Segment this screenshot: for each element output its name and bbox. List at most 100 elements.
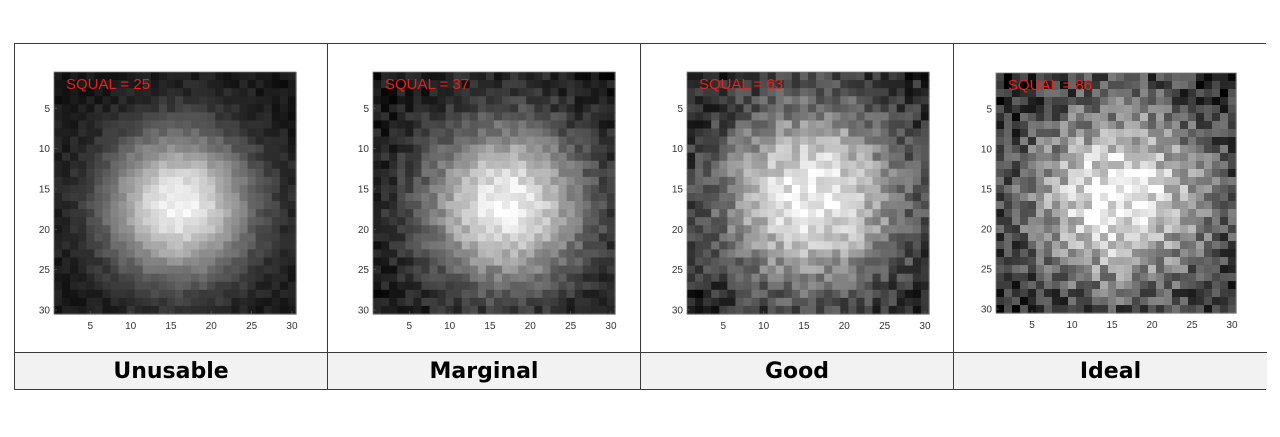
heatmap-cell: [896, 289, 906, 299]
heatmap-cell: [832, 184, 841, 194]
heatmap-cell: [799, 257, 809, 267]
heatmap-cell: [381, 225, 390, 234]
heatmap-cell: [598, 249, 608, 259]
heatmap-cell: [118, 193, 128, 202]
heatmap-cell: [271, 136, 281, 146]
heatmap-cell: [239, 168, 249, 178]
heatmap-cell: [1164, 289, 1173, 298]
heatmap-cell: [840, 225, 849, 234]
heatmap-cell: [373, 209, 382, 218]
heatmap-cell: [695, 305, 704, 315]
heatmap-cell: [791, 241, 801, 251]
heatmap-cell: [775, 120, 785, 130]
heatmap-cell: [175, 96, 184, 105]
heatmap-cell: [1204, 73, 1213, 82]
heatmap-cell: [70, 209, 79, 218]
heatmap-cell: [239, 184, 249, 194]
heatmap-cell: [1092, 105, 1101, 114]
heatmap-cell: [534, 217, 543, 226]
heatmap-cell: [247, 217, 257, 226]
heatmap-cell: [775, 217, 785, 226]
heatmap-cell: [735, 201, 745, 210]
heatmap-cell: [510, 249, 519, 259]
heatmap-cell: [1036, 81, 1045, 90]
heatmap-cell: [1084, 177, 1093, 186]
heatmap-cell: [94, 241, 103, 251]
heatmap-cell: [510, 72, 519, 81]
heatmap-cell: [904, 184, 914, 194]
heatmap-cell: [808, 233, 817, 242]
heatmap-cell: [808, 209, 817, 218]
heatmap-cell: [864, 128, 874, 138]
heatmap-cell: [86, 305, 95, 315]
heatmap-cell: [381, 297, 390, 307]
heatmap-cell: [904, 88, 914, 97]
heatmap-cell: [78, 289, 87, 299]
heatmap-cell: [816, 112, 825, 121]
heatmap-cell: [134, 72, 144, 81]
heatmap-cell: [775, 273, 785, 283]
heatmap-cell: [397, 305, 406, 315]
heatmap-cell: [150, 241, 160, 251]
heatmap-cell: [1156, 153, 1165, 162]
heatmap-cell: [134, 249, 144, 259]
heatmap-cell: [62, 184, 71, 194]
heatmap-cell: [783, 241, 793, 251]
heatmap-cell: [727, 305, 736, 315]
heatmap-cell: [1196, 177, 1205, 186]
heatmap-cell: [110, 241, 120, 251]
heatmap-cell: [494, 120, 503, 130]
heatmap-cell: [518, 281, 527, 291]
heatmap-cell: [735, 168, 745, 178]
heatmap-cell: [1076, 305, 1085, 314]
heatmap-cell: [864, 297, 874, 307]
heatmap-cell: [461, 176, 471, 186]
heatmap-cell: [719, 201, 728, 210]
heatmap-cell: [461, 225, 471, 234]
heatmap-cell: [437, 233, 447, 242]
heatmap-cell: [767, 88, 777, 97]
heatmap-cell: [816, 265, 825, 275]
heatmap-cell: [199, 241, 208, 251]
heatmap-cell: [94, 297, 103, 307]
heatmap-cell: [534, 257, 543, 267]
heatmap-cell: [767, 104, 777, 113]
heatmap-cell: [150, 265, 160, 275]
heatmap-cell: [62, 112, 71, 121]
heatmap-cell: [791, 265, 801, 275]
heatmap-cell: [199, 128, 208, 138]
heatmap-cell: [247, 209, 257, 218]
heatmap-cell: [126, 136, 136, 146]
heatmap-cell: [566, 281, 576, 291]
heatmap-cell: [207, 273, 216, 283]
heatmap-cell: [158, 289, 168, 299]
heatmap-cell: [263, 120, 273, 130]
heatmap-cell: [534, 144, 543, 154]
heatmap-cell: [888, 144, 898, 154]
heatmap-cell: [134, 225, 144, 234]
heatmap-cell: [703, 80, 712, 89]
heatmap-cell: [142, 80, 152, 89]
heatmap-cell: [1188, 97, 1197, 106]
heatmap-cell: [263, 160, 273, 170]
heatmap-cell: [1148, 113, 1157, 122]
heatmap-cell: [687, 273, 696, 283]
heatmap-cell: [582, 201, 592, 210]
heatmap-cell: [287, 281, 297, 291]
heatmap-cell: [70, 152, 79, 162]
heatmap-cell: [1220, 225, 1229, 234]
heatmap-cell: [526, 241, 535, 251]
heatmap-cell: [126, 305, 136, 315]
heatmap-cell: [1140, 193, 1149, 202]
heatmap-cell: [888, 112, 898, 121]
heatmap-cell: [759, 152, 769, 162]
heatmap-cell: [848, 112, 857, 121]
heatmap-cell: [791, 281, 801, 291]
heatmap-cell: [695, 168, 704, 178]
heatmap-cell: [534, 225, 543, 234]
heatmap-cell: [199, 96, 208, 105]
heatmap-cell: [1028, 217, 1037, 226]
heatmap-cell: [864, 88, 874, 97]
heatmap-cell: [255, 305, 265, 315]
heatmap-cell: [1060, 169, 1069, 178]
